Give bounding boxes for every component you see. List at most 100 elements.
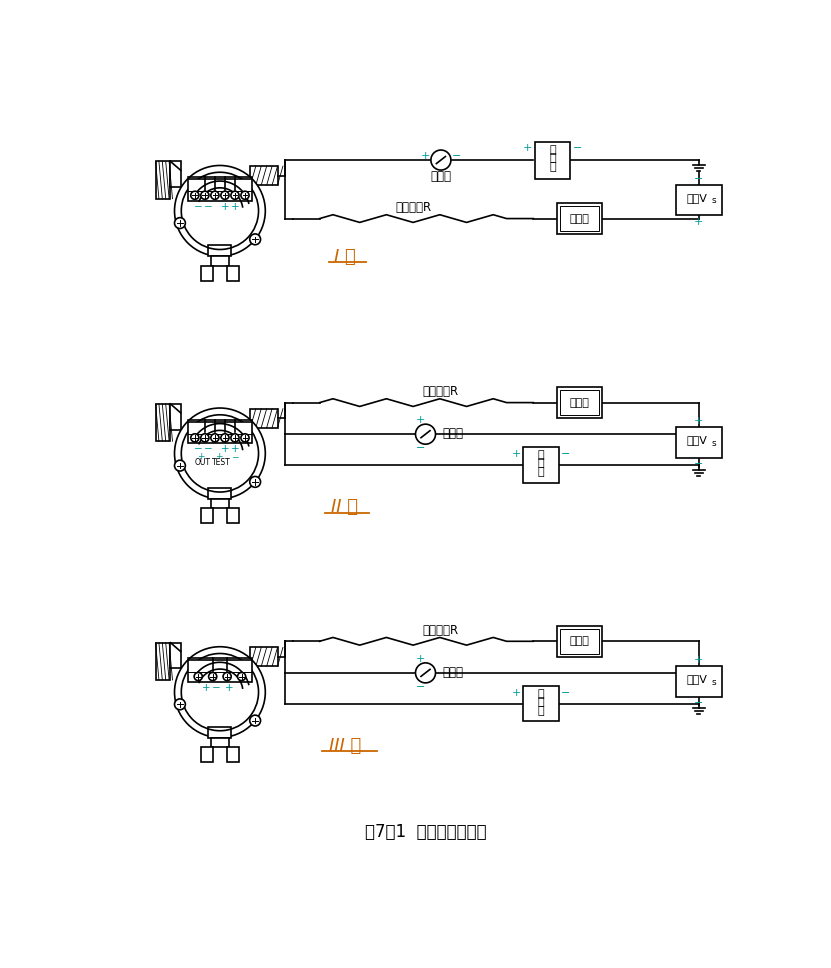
Text: 表: 表 bbox=[538, 706, 544, 715]
Circle shape bbox=[201, 434, 209, 442]
Text: −: − bbox=[561, 449, 570, 459]
Text: −: − bbox=[231, 452, 238, 462]
Bar bbox=[209, 488, 231, 499]
Text: −: − bbox=[194, 201, 203, 212]
Bar bbox=[155, 643, 170, 680]
Circle shape bbox=[221, 192, 229, 199]
Text: 记录仪: 记录仪 bbox=[569, 214, 589, 224]
Bar bbox=[170, 404, 180, 430]
Text: II 型: II 型 bbox=[331, 499, 358, 516]
Text: −: − bbox=[416, 681, 425, 692]
Text: +: + bbox=[512, 688, 521, 698]
Text: 负载电阻R: 负载电阻R bbox=[423, 385, 459, 398]
Bar bbox=[524, 686, 558, 721]
Text: 表: 表 bbox=[538, 467, 544, 477]
Text: +: + bbox=[197, 452, 204, 462]
Bar bbox=[560, 206, 599, 231]
Bar bbox=[250, 166, 278, 185]
Text: 图7－1  压力变送器接线: 图7－1 压力变送器接线 bbox=[365, 823, 486, 841]
Bar bbox=[227, 747, 238, 762]
Bar bbox=[535, 141, 570, 178]
Text: −: − bbox=[204, 444, 213, 454]
Text: 电流表: 电流表 bbox=[442, 666, 464, 679]
Circle shape bbox=[250, 234, 261, 245]
Circle shape bbox=[175, 408, 265, 499]
Circle shape bbox=[211, 192, 219, 199]
Bar bbox=[209, 246, 231, 257]
Bar bbox=[188, 660, 252, 681]
Text: +: + bbox=[221, 201, 229, 212]
Bar bbox=[250, 408, 278, 428]
Text: 负载电阻R: 负载电阻R bbox=[396, 201, 432, 214]
Text: 表: 表 bbox=[549, 162, 556, 172]
Bar bbox=[211, 257, 229, 266]
Text: 电流表: 电流表 bbox=[430, 170, 451, 184]
Bar bbox=[155, 404, 170, 441]
Circle shape bbox=[194, 673, 202, 681]
Circle shape bbox=[250, 476, 261, 487]
Bar bbox=[227, 266, 238, 281]
Text: −: − bbox=[694, 173, 704, 184]
Text: 示: 示 bbox=[538, 459, 544, 469]
Text: I 型: I 型 bbox=[334, 248, 356, 266]
Bar bbox=[560, 390, 599, 415]
Circle shape bbox=[209, 673, 217, 681]
Circle shape bbox=[431, 150, 451, 170]
Bar bbox=[557, 387, 602, 418]
Circle shape bbox=[211, 434, 219, 442]
Text: +: + bbox=[694, 654, 704, 665]
Text: −: − bbox=[416, 443, 425, 453]
Text: +: + bbox=[416, 415, 425, 425]
Text: 指: 指 bbox=[538, 450, 544, 460]
Text: 记录仪: 记录仪 bbox=[569, 398, 589, 408]
Circle shape bbox=[416, 424, 435, 444]
Bar bbox=[676, 427, 722, 458]
Text: 指: 指 bbox=[538, 688, 544, 699]
Text: −: − bbox=[212, 683, 221, 693]
Bar bbox=[211, 499, 229, 508]
Circle shape bbox=[191, 434, 199, 442]
Bar bbox=[209, 727, 231, 738]
Text: +: + bbox=[202, 683, 211, 693]
Circle shape bbox=[175, 460, 185, 471]
Bar bbox=[201, 508, 213, 524]
Bar bbox=[560, 629, 599, 653]
Text: −: − bbox=[451, 151, 461, 162]
Text: s: s bbox=[711, 439, 715, 448]
Bar bbox=[201, 266, 213, 281]
Text: 记录仪: 记录仪 bbox=[569, 636, 589, 647]
Text: +: + bbox=[694, 416, 704, 426]
Text: s: s bbox=[711, 678, 715, 686]
Circle shape bbox=[175, 699, 185, 710]
Circle shape bbox=[231, 434, 239, 442]
Text: +: + bbox=[225, 683, 234, 693]
Circle shape bbox=[201, 192, 209, 199]
Text: 电源V: 电源V bbox=[686, 193, 707, 202]
Bar bbox=[201, 747, 213, 762]
Circle shape bbox=[231, 192, 239, 199]
Bar bbox=[676, 185, 722, 216]
Text: 示: 示 bbox=[538, 697, 544, 708]
Text: +: + bbox=[416, 654, 425, 664]
Text: −: − bbox=[573, 142, 582, 153]
Text: 电源V: 电源V bbox=[686, 674, 707, 684]
Circle shape bbox=[221, 434, 229, 442]
Text: 电源V: 电源V bbox=[686, 436, 707, 445]
Bar bbox=[155, 162, 170, 198]
Bar bbox=[524, 447, 558, 483]
Bar bbox=[188, 422, 252, 443]
Bar bbox=[227, 508, 238, 524]
Text: −: − bbox=[561, 688, 570, 698]
Circle shape bbox=[175, 647, 265, 738]
Text: 电流表: 电流表 bbox=[442, 427, 464, 439]
Bar bbox=[557, 203, 602, 234]
Text: +: + bbox=[231, 444, 240, 454]
Text: +: + bbox=[231, 201, 240, 212]
Text: +: + bbox=[420, 151, 430, 162]
Text: −: − bbox=[204, 201, 213, 212]
Text: 指: 指 bbox=[549, 145, 556, 155]
Text: −: − bbox=[694, 459, 704, 469]
Text: III 型: III 型 bbox=[328, 737, 361, 755]
Text: −: − bbox=[194, 444, 203, 454]
Circle shape bbox=[223, 673, 231, 681]
